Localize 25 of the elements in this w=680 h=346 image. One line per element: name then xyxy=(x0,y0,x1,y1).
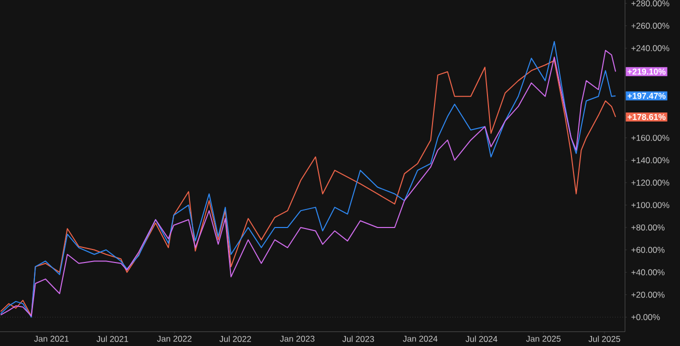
annotation: +197.47% xyxy=(628,92,666,99)
x-tick-label: Jan 2022 xyxy=(157,336,192,342)
x-tick-label: Jan 2023 xyxy=(280,336,314,342)
y-tick-label: +140.00% xyxy=(631,157,670,164)
y-tick-label: +60.00% xyxy=(631,246,665,253)
y-tick-label: +260.00% xyxy=(631,22,670,29)
x-tick-label: Jul 2022 xyxy=(219,336,252,342)
x-tick-label: Jul 2025 xyxy=(588,336,620,342)
x-tick-label: Jul 2021 xyxy=(96,336,128,342)
x-tick-label: Jan 2021 xyxy=(34,336,69,342)
y-tick-label: +160.00% xyxy=(631,134,670,141)
y-tick-label: +120.00% xyxy=(631,180,670,186)
x-tick-label: Jul 2023 xyxy=(342,336,374,342)
y-tick-label: +100.00% xyxy=(631,202,670,208)
y-tick-label: +20.00% xyxy=(631,292,665,298)
annotation: +178.61% xyxy=(628,114,666,120)
x-tick-label: Jan 2024 xyxy=(402,336,438,342)
annotation: +219.10% xyxy=(628,68,666,75)
x-tick-label: Jan 2025 xyxy=(526,336,561,342)
y-tick-label: +0.00% xyxy=(631,314,660,320)
y-tick-label: +240.00% xyxy=(631,45,670,52)
y-tick-label: +280.00% xyxy=(631,0,670,6)
x-tick-label: Jul 2024 xyxy=(466,336,498,342)
y-tick-label: +40.00% xyxy=(631,269,665,276)
y-tick-label: +80.00% xyxy=(631,224,665,230)
